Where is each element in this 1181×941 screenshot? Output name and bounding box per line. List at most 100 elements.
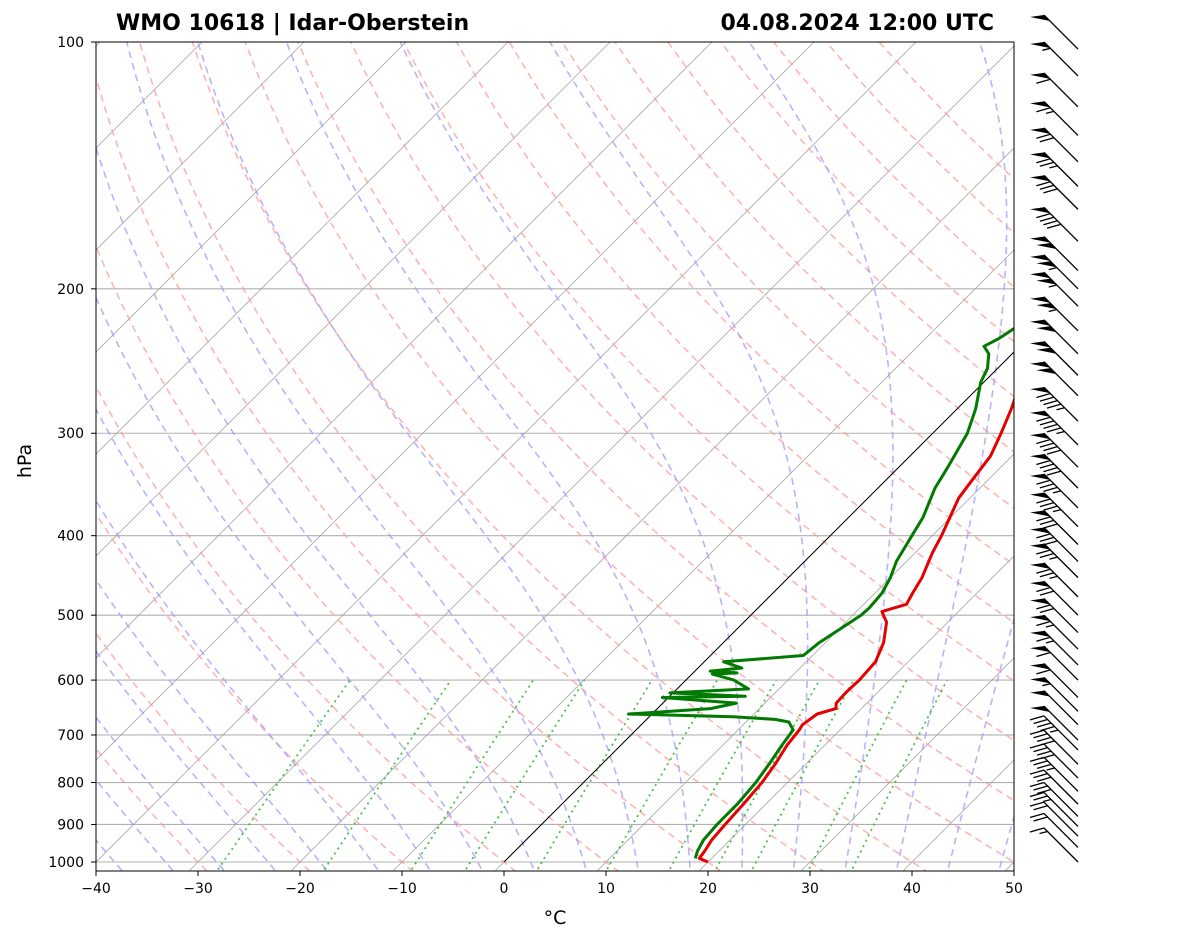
barb-flag: [1033, 773, 1048, 779]
moist-adiabat: [946, 616, 1014, 871]
barb-flag: [1043, 188, 1058, 194]
moist-adiabat: [196, 42, 640, 871]
barb-flag: [1043, 423, 1058, 429]
temperature-line: [697, 396, 1014, 864]
barb-shaft: [1043, 729, 1079, 765]
dewpoint-line: [627, 213, 1014, 859]
barb-flag: [1036, 736, 1052, 742]
y-tick-label: 400: [57, 529, 84, 545]
barb-flag: [1046, 223, 1062, 229]
moist-adiabat: [96, 649, 277, 871]
dry-adiabat: [138, 42, 825, 871]
barb-flag: [1036, 568, 1051, 574]
barb-half: [1046, 767, 1055, 771]
barb-half: [1045, 640, 1055, 644]
isotherm-line: [96, 42, 305, 251]
wind-barb: [1030, 526, 1079, 562]
barb-flag: [1039, 396, 1055, 402]
wind-barb: [1029, 791, 1079, 827]
barb-flag: [1039, 483, 1055, 489]
mixing-ratio-line: [850, 679, 948, 871]
barb-half: [1045, 110, 1055, 114]
barb-flag: [1029, 827, 1045, 833]
wind-barb: [1030, 151, 1079, 187]
barb-pennant: [1030, 492, 1050, 499]
barb-pennant: [1030, 663, 1050, 670]
barb-pennant: [1030, 41, 1050, 48]
wind-barb: [1029, 801, 1079, 837]
moist-adiabat: [0, 24, 79, 880]
barb-pennant: [1030, 236, 1050, 243]
barb-flag: [1043, 505, 1058, 511]
wind-barb: [1030, 690, 1079, 726]
barb-pennant: [1030, 341, 1050, 348]
dry-adiabat: [96, 244, 620, 871]
mixing-ratio-line: [409, 679, 535, 871]
barb-flag: [1036, 479, 1051, 485]
barb-flag: [1039, 161, 1055, 167]
barb-flag: [1046, 470, 1062, 476]
barb-flag: [1039, 572, 1055, 578]
x-tick-label: −20: [285, 881, 315, 897]
barb-flag: [1036, 158, 1051, 164]
y-tick-label: 100: [57, 35, 84, 51]
barb-flag: [1039, 137, 1055, 143]
barb-pennant: [1036, 278, 1057, 285]
barb-flag: [1033, 805, 1048, 811]
barb-flag: [1036, 722, 1052, 728]
barb-flag: [1029, 812, 1045, 819]
dry-adiabat: [825, 42, 1014, 234]
x-tick-label: −40: [81, 881, 111, 897]
barb-flag: [1036, 392, 1051, 399]
barb-half: [1042, 47, 1051, 51]
wind-barb: [1030, 630, 1079, 666]
barb-flag: [1029, 801, 1045, 807]
dry-adiabat: [614, 42, 1014, 454]
barb-half: [1049, 556, 1058, 560]
wind-barb: [1030, 510, 1079, 545]
barb-shaft: [1043, 827, 1079, 863]
y-tick-label: 700: [57, 728, 84, 744]
barb-pennant: [1030, 706, 1050, 713]
barb-flag: [1036, 459, 1051, 466]
y-tick-label: 300: [57, 426, 84, 442]
barb-flag: [1029, 791, 1045, 798]
wind-barb: [1030, 386, 1079, 422]
dry-adiabat: [878, 42, 1014, 180]
moist-adiabat: [96, 295, 484, 871]
dry-adiabat: [667, 42, 1014, 398]
x-tick-label: 30: [801, 881, 819, 897]
y-tick-label: 600: [57, 673, 84, 689]
mixing-ratio-line: [463, 679, 586, 871]
barb-flag: [1036, 533, 1051, 539]
barb-flag: [1039, 501, 1055, 508]
wind-barb: [1030, 236, 1079, 272]
wind-barb: [1029, 769, 1079, 805]
wind-barb: [1030, 41, 1079, 77]
barb-flag: [1036, 133, 1051, 139]
x-tick-label: 0: [500, 881, 509, 897]
wind-barb: [1030, 319, 1079, 355]
wind-barb: [1030, 453, 1079, 489]
dry-adiabat: [402, 42, 1014, 682]
x-tick-label: 50: [1005, 881, 1023, 897]
dry-adiabat: [561, 42, 1014, 510]
reference-line: [503, 351, 1014, 863]
wind-barb: [1030, 705, 1079, 741]
moist-adiabat: [96, 499, 380, 871]
barb-pennant: [1030, 581, 1050, 588]
barb-flag: [1039, 463, 1055, 469]
moist-adiabat: [96, 145, 536, 871]
barb-flag: [1033, 816, 1048, 822]
x-tick-label: −10: [387, 881, 417, 897]
barb-flag: [1043, 466, 1058, 473]
barb-flag: [1036, 213, 1051, 219]
barb-pennant: [1036, 368, 1057, 375]
barb-flag: [1036, 763, 1052, 770]
barb-pennant: [1030, 690, 1050, 697]
barb-shaft: [1043, 791, 1079, 827]
wind-barb: [1029, 812, 1079, 848]
barb-pennant: [1030, 510, 1050, 517]
isotherm-line: [96, 42, 917, 863]
barb-pennant: [1030, 152, 1050, 159]
